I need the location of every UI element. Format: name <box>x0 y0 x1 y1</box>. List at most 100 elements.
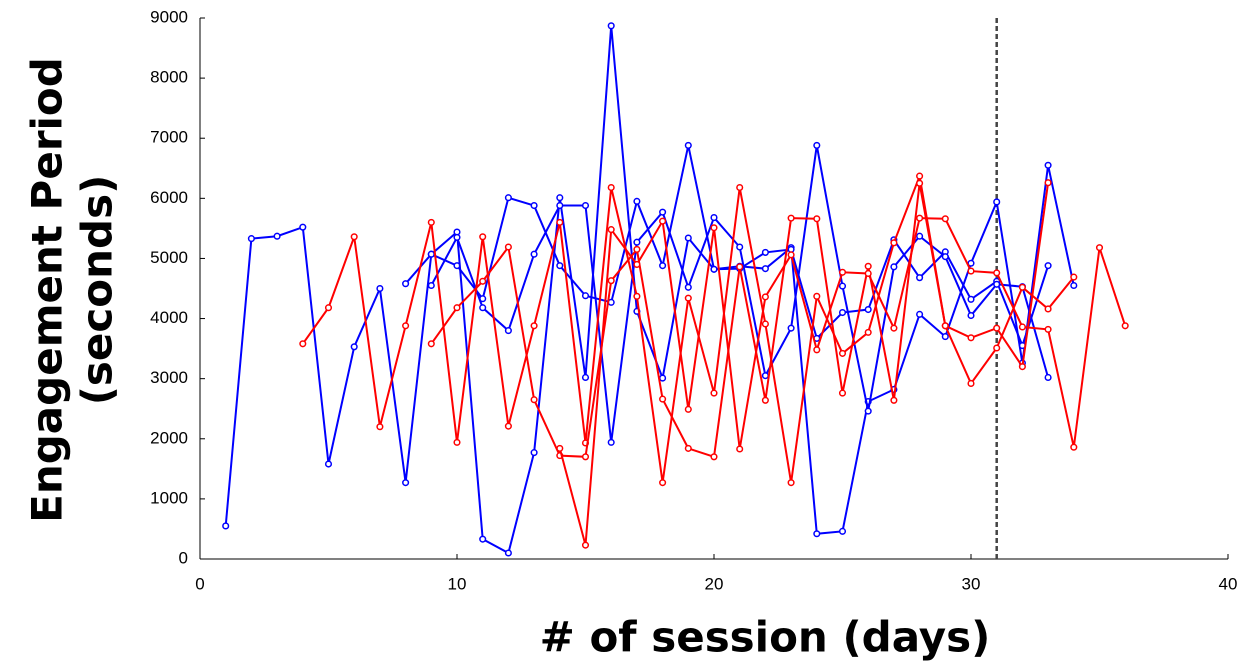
data-point <box>864 262 872 270</box>
data-point <box>402 479 410 487</box>
data-point <box>659 217 667 225</box>
data-point <box>556 194 564 202</box>
data-point <box>376 423 384 431</box>
data-point <box>633 292 641 300</box>
data-point <box>890 263 898 271</box>
data-point <box>710 453 718 461</box>
data-point <box>813 292 821 300</box>
y-tick-label: 9000 <box>150 7 188 26</box>
data-point <box>453 233 461 241</box>
data-point <box>1095 244 1104 252</box>
y-tick-label: 7000 <box>150 128 188 147</box>
data-point <box>967 379 975 388</box>
y-axis-title: (seconds) <box>73 175 122 406</box>
data-point <box>350 233 358 241</box>
y-tick-label: 3000 <box>150 368 188 387</box>
data-point <box>710 389 718 397</box>
data-point <box>967 312 975 320</box>
data-point <box>556 218 564 226</box>
data-point <box>684 141 692 149</box>
data-point <box>890 396 898 404</box>
data-point <box>350 343 358 351</box>
data-point <box>607 226 615 234</box>
data-point <box>633 238 641 246</box>
data-point <box>581 453 590 461</box>
data-point <box>993 344 1001 352</box>
data-point <box>761 265 769 273</box>
data-point <box>890 239 898 247</box>
data-point <box>864 328 872 336</box>
data-point <box>916 232 924 240</box>
data-point <box>710 214 718 222</box>
data-point <box>607 22 615 30</box>
data-point <box>736 263 744 271</box>
data-point <box>684 294 692 302</box>
data-point <box>684 405 692 413</box>
x-tick-label: 20 <box>705 574 724 593</box>
data-point <box>1070 443 1078 451</box>
data-point <box>813 215 821 223</box>
data-point <box>684 234 692 242</box>
data-point <box>504 243 512 251</box>
data-point <box>1044 305 1052 313</box>
data-point <box>504 549 512 557</box>
data-point <box>813 141 821 149</box>
y-tick-label: 1000 <box>150 488 188 507</box>
data-point <box>453 304 461 312</box>
data-point <box>556 444 564 452</box>
data-point <box>581 373 590 382</box>
data-point <box>247 235 255 243</box>
data-point <box>659 208 667 216</box>
data-point <box>787 479 795 487</box>
data-point <box>581 541 590 549</box>
x-axis-title: # of session (days) <box>540 613 991 662</box>
x-tick-label: 30 <box>962 574 981 593</box>
data-point <box>916 274 924 282</box>
data-point <box>1044 325 1052 333</box>
data-point <box>427 250 435 258</box>
data-point <box>376 284 384 293</box>
data-point <box>504 194 512 202</box>
data-point <box>479 304 487 312</box>
y-tick-label: 5000 <box>150 248 188 267</box>
data-point <box>581 201 590 210</box>
y-tick-label: 0 <box>179 548 188 567</box>
data-point <box>324 304 333 312</box>
data-point <box>504 327 512 335</box>
data-point <box>659 395 667 403</box>
data-point <box>787 251 795 259</box>
data-point <box>402 322 410 330</box>
data-point <box>736 445 744 453</box>
data-point <box>1070 273 1078 281</box>
data-point <box>864 305 872 314</box>
data-point <box>967 334 975 342</box>
data-point <box>273 232 281 240</box>
data-point <box>916 179 924 187</box>
y-tick-label: 4000 <box>150 308 188 327</box>
data-point <box>761 320 769 328</box>
y-tick-label: 8000 <box>150 68 188 87</box>
data-point <box>659 262 667 270</box>
data-point <box>761 372 769 380</box>
data-point <box>633 260 641 269</box>
data-point <box>761 396 769 404</box>
data-point <box>1044 179 1052 187</box>
y-axis-title: Engagement Period <box>23 57 72 523</box>
data-point <box>1044 262 1052 270</box>
data-point <box>659 374 667 382</box>
data-point <box>993 269 1001 277</box>
data-point <box>453 438 461 446</box>
data-point <box>838 282 847 290</box>
data-point <box>864 407 872 415</box>
data-point <box>736 183 744 192</box>
data-point <box>916 310 924 318</box>
data-point <box>864 269 872 278</box>
data-point <box>479 535 487 543</box>
data-point <box>916 214 924 222</box>
y-tick-label: 2000 <box>150 428 188 447</box>
data-point <box>1121 322 1129 330</box>
data-point <box>607 277 615 285</box>
data-point <box>530 201 538 210</box>
data-point <box>684 444 692 452</box>
x-tick-label: 10 <box>448 574 467 593</box>
